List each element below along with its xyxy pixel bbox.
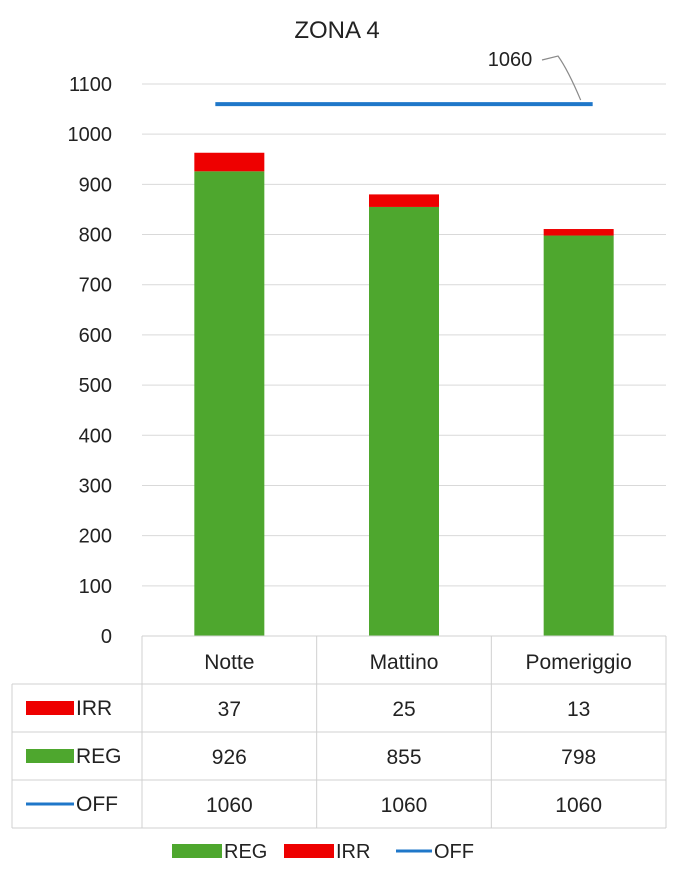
table-cell: 798: [561, 746, 596, 769]
y-tick-label: 900: [79, 174, 112, 196]
table-cell: 13: [567, 698, 590, 721]
bar-reg-notte: [194, 171, 265, 637]
x-tick-label: Pomeriggio: [526, 651, 632, 674]
legend-label-irr: IRR: [336, 841, 370, 863]
data-table: Notte Mattino Pomeriggio IRR 37 25 13 REG 926 855…: [11, 635, 667, 829]
y-tick-label: 600: [79, 325, 112, 347]
y-tick-label: 1100: [69, 74, 112, 96]
chart-title: ZONA 4: [294, 17, 379, 44]
table-cell: 1060: [381, 794, 428, 817]
table-row-label: REG: [76, 745, 122, 768]
x-tick-label: Notte: [204, 651, 254, 674]
annotation-label: 1060: [488, 49, 533, 71]
table-cell: 1060: [206, 794, 253, 817]
bars: [194, 152, 614, 637]
table-key-reg: [26, 749, 74, 763]
table-cell: 25: [392, 698, 415, 721]
legend-key-irr: [284, 844, 334, 858]
y-tick-label: 0: [101, 626, 112, 648]
bar-irr-mattino: [369, 194, 439, 207]
y-tick-label: 500: [79, 375, 112, 397]
table-row-label: IRR: [76, 697, 112, 720]
y-tick-label: 1000: [68, 124, 113, 146]
legend-key-reg: [172, 844, 222, 858]
bar-irr-notte: [194, 152, 265, 172]
legend-label-off: OFF: [434, 841, 474, 863]
y-tick-label: 100: [79, 576, 112, 598]
table-key-irr: [26, 701, 74, 715]
bar-irr-pomeriggio: [543, 229, 614, 236]
bar-reg-mattino: [369, 206, 439, 637]
table-cell: 1060: [555, 794, 602, 817]
table-cell: 926: [212, 746, 247, 769]
table-cell: 37: [218, 698, 241, 721]
y-tick-label: 800: [79, 225, 112, 247]
x-tick-label: Mattino: [370, 651, 439, 674]
y-axis: 0 100 200 300 400 500 600 700 800 900 1000 1100: [68, 74, 113, 648]
legend-label-reg: REG: [224, 841, 267, 863]
off-value-annotation: 1060: [488, 49, 582, 101]
y-tick-label: 700: [79, 275, 112, 297]
y-tick-label: 200: [79, 526, 112, 548]
table-cell: 855: [386, 746, 421, 769]
bar-reg-pomeriggio: [543, 235, 614, 637]
y-tick-label: 300: [79, 475, 112, 497]
annotation-leader: [541, 55, 582, 101]
table-row-label: OFF: [76, 793, 118, 816]
legend: REG IRR OFF: [172, 841, 474, 863]
y-tick-label: 400: [79, 425, 112, 447]
